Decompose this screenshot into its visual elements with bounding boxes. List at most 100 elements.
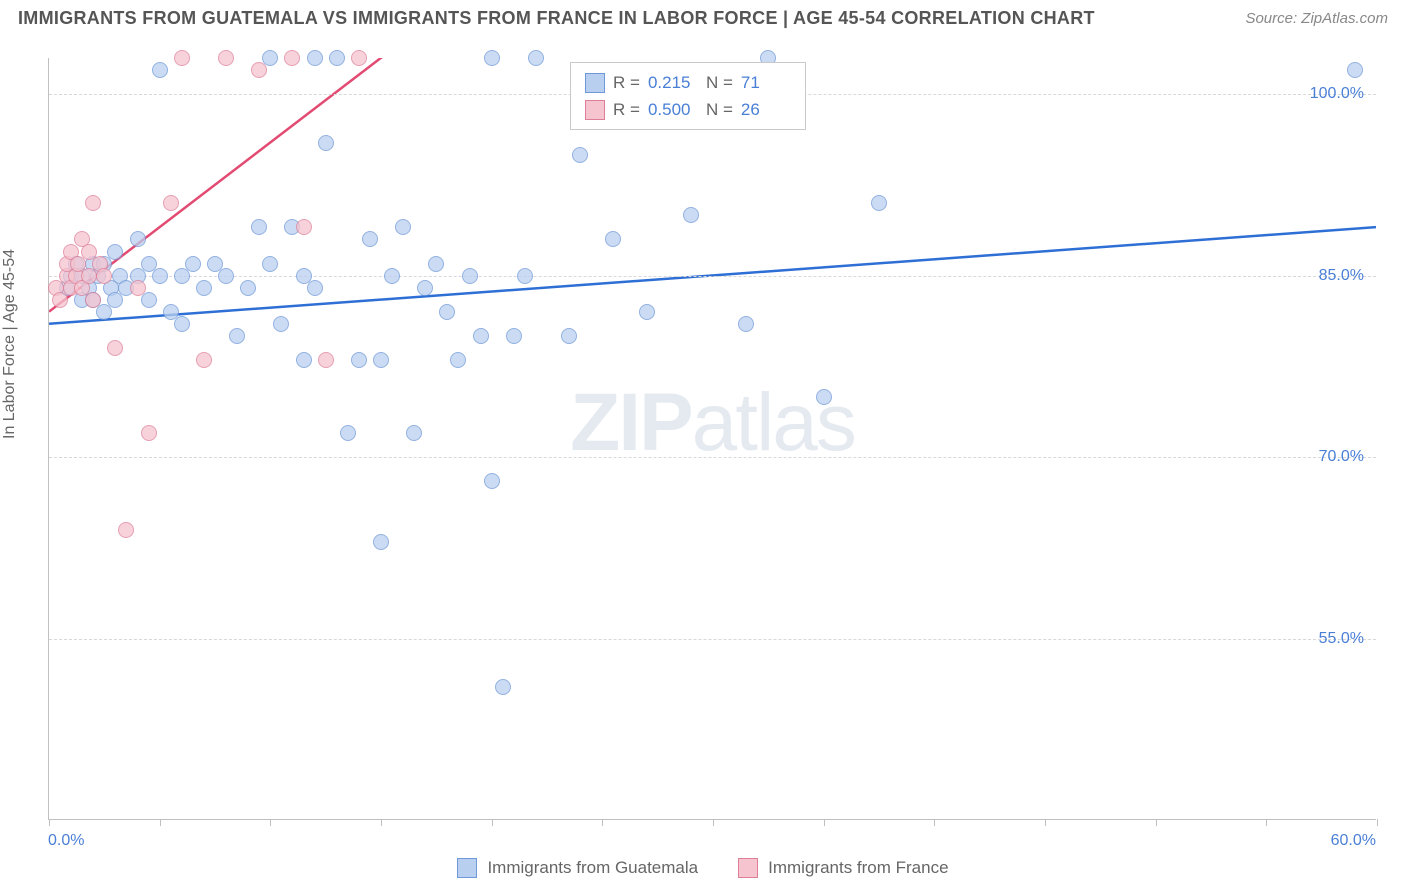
data-point [218, 50, 234, 66]
data-point [118, 522, 134, 538]
data-point [639, 304, 655, 320]
data-point [406, 425, 422, 441]
legend-item: Immigrants from Guatemala [457, 858, 698, 878]
data-point [484, 50, 500, 66]
data-point [373, 534, 389, 550]
data-point [284, 50, 300, 66]
data-point [1347, 62, 1363, 78]
data-point [528, 50, 544, 66]
x-tick [824, 819, 825, 826]
data-point [307, 50, 323, 66]
data-point [450, 352, 466, 368]
data-point [141, 292, 157, 308]
r-value: 0.500 [648, 96, 698, 123]
data-point [196, 352, 212, 368]
data-point [517, 268, 533, 284]
data-point [251, 62, 267, 78]
data-point [329, 50, 345, 66]
data-point [107, 340, 123, 356]
legend-swatch [457, 858, 477, 878]
data-point [417, 280, 433, 296]
data-point [871, 195, 887, 211]
y-axis-title: In Labor Force | Age 45-54 [1, 249, 19, 439]
x-tick [49, 819, 50, 826]
legend-item: Immigrants from France [738, 858, 948, 878]
data-point [484, 473, 500, 489]
y-tick-label: 70.0% [1319, 448, 1364, 466]
x-tick [1266, 819, 1267, 826]
data-point [439, 304, 455, 320]
data-point [428, 256, 444, 272]
chart-title: IMMIGRANTS FROM GUATEMALA VS IMMIGRANTS … [18, 8, 1095, 29]
data-point [85, 195, 101, 211]
data-point [163, 195, 179, 211]
legend-swatch [738, 858, 758, 878]
scatter-plot: ZIPatlas 100.0%85.0%70.0%55.0% [48, 58, 1376, 820]
data-point [174, 316, 190, 332]
data-point [384, 268, 400, 284]
x-tick [934, 819, 935, 826]
data-point [218, 268, 234, 284]
n-value: 71 [741, 69, 791, 96]
legend-row: R =0.500N =26 [585, 96, 791, 123]
data-point [152, 62, 168, 78]
data-point [373, 352, 389, 368]
data-point [130, 231, 146, 247]
data-point [506, 328, 522, 344]
legend-label: Immigrants from France [768, 858, 948, 878]
x-tick [381, 819, 382, 826]
x-axis-min-label: 0.0% [48, 832, 84, 850]
x-tick [492, 819, 493, 826]
data-point [130, 280, 146, 296]
y-tick-label: 55.0% [1319, 630, 1364, 648]
legend-swatch [585, 100, 605, 120]
x-tick [1377, 819, 1378, 826]
data-point [738, 316, 754, 332]
r-label: R = [613, 69, 640, 96]
data-point [340, 425, 356, 441]
data-point [318, 135, 334, 151]
y-tick-label: 85.0% [1319, 267, 1364, 285]
data-point [362, 231, 378, 247]
n-label: N = [706, 96, 733, 123]
x-tick [713, 819, 714, 826]
trendlines-svg [49, 58, 1376, 819]
gridline [49, 639, 1376, 640]
y-tick-label: 100.0% [1310, 85, 1364, 103]
data-point [229, 328, 245, 344]
data-point [152, 268, 168, 284]
data-point [296, 352, 312, 368]
data-point [473, 328, 489, 344]
data-point [318, 352, 334, 368]
x-tick [602, 819, 603, 826]
data-point [107, 244, 123, 260]
data-point [572, 147, 588, 163]
data-point [351, 50, 367, 66]
data-point [351, 352, 367, 368]
data-point [561, 328, 577, 344]
data-point [296, 219, 312, 235]
series-legend: Immigrants from Guatemala Immigrants from… [0, 858, 1406, 878]
data-point [251, 219, 267, 235]
data-point [495, 679, 511, 695]
data-point [240, 280, 256, 296]
r-value: 0.215 [648, 69, 698, 96]
data-point [174, 50, 190, 66]
data-point [462, 268, 478, 284]
data-point [816, 389, 832, 405]
data-point [683, 207, 699, 223]
data-point [96, 268, 112, 284]
x-tick [160, 819, 161, 826]
legend-swatch [585, 73, 605, 93]
n-label: N = [706, 69, 733, 96]
data-point [395, 219, 411, 235]
x-tick [270, 819, 271, 826]
source-attribution: Source: ZipAtlas.com [1245, 10, 1388, 27]
data-point [141, 425, 157, 441]
data-point [307, 280, 323, 296]
legend-row: R = 0.215 N = 71 [585, 69, 791, 96]
r-label: R = [613, 96, 640, 123]
data-point [262, 256, 278, 272]
gridline [49, 457, 1376, 458]
correlation-legend: R =0.215N =71R =0.500N =26 [570, 62, 806, 130]
